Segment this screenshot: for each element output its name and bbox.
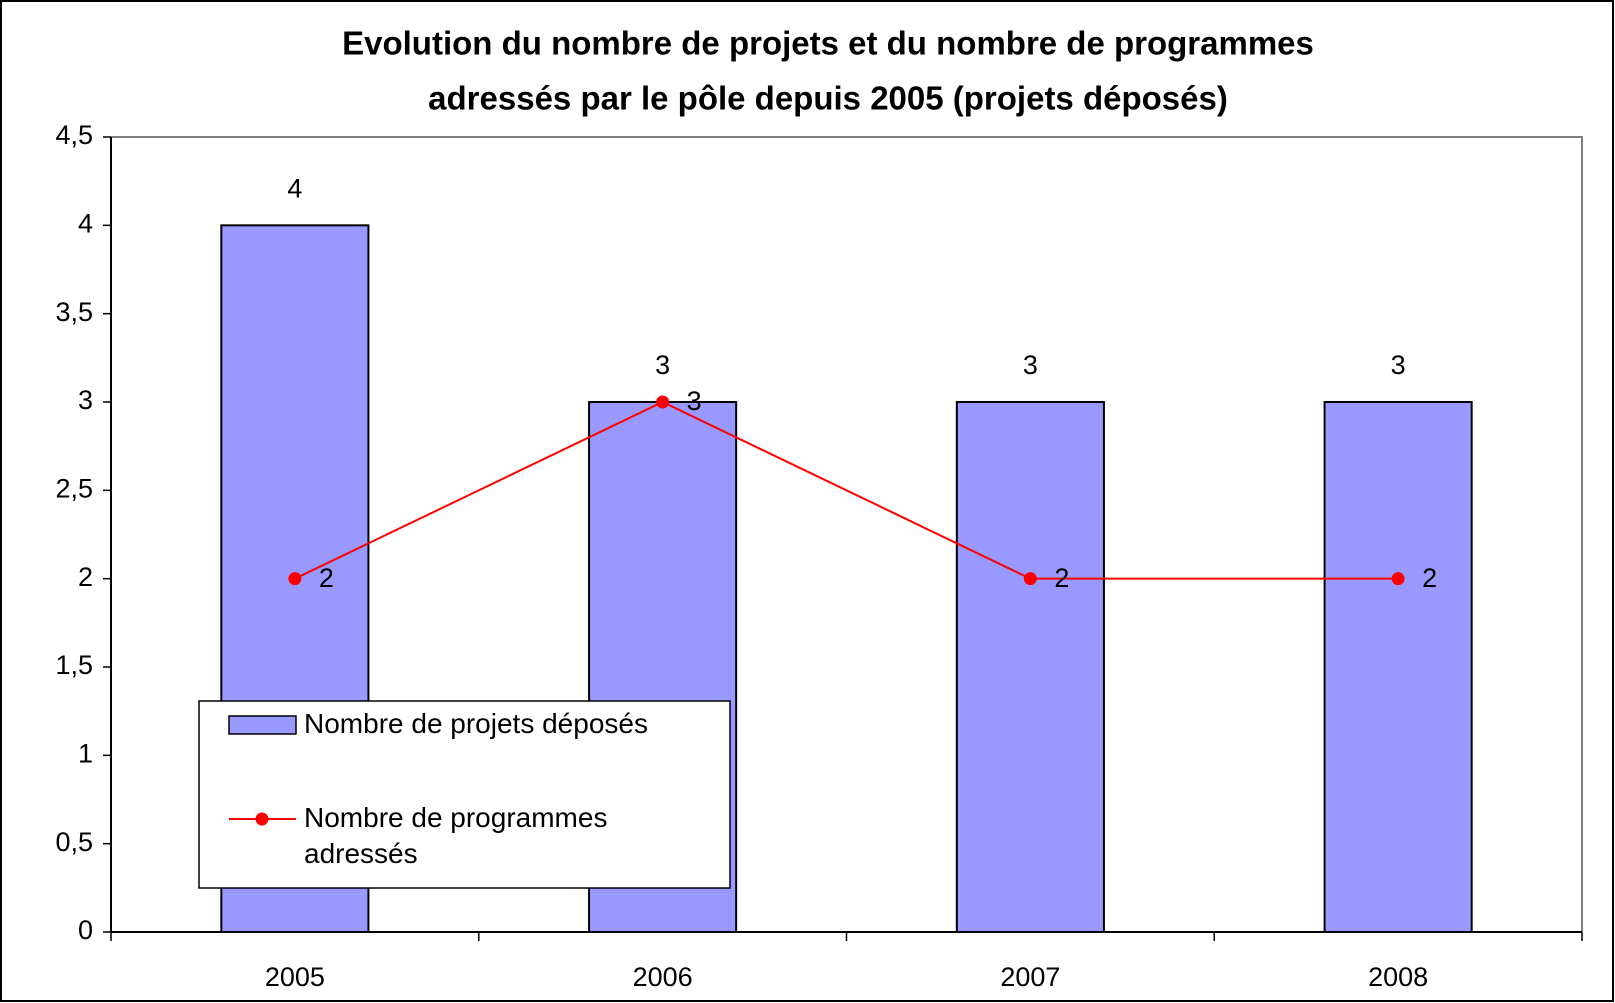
chart-title: adressés par le pôle depuis 2005 (projet…	[428, 80, 1228, 117]
marker	[656, 395, 670, 409]
legend-label: Nombre de projets déposés	[304, 708, 648, 739]
legend-swatch	[255, 812, 269, 826]
y-tick-label: 3	[78, 385, 93, 415]
y-tick-label: 1,5	[55, 650, 93, 680]
y-tick-label: 4,5	[55, 120, 93, 150]
marker	[288, 572, 302, 586]
y-tick-label: 4	[78, 208, 93, 238]
data-label: 3	[687, 386, 702, 416]
data-label: 3	[1023, 350, 1038, 380]
marker	[1023, 572, 1037, 586]
y-tick-label: 2,5	[55, 473, 93, 503]
data-label: 2	[1422, 563, 1437, 593]
data-label: 2	[1054, 563, 1069, 593]
x-tick-label: 2005	[265, 962, 325, 992]
y-tick-label: 0,5	[55, 827, 93, 857]
x-tick-label: 2007	[1000, 962, 1060, 992]
data-label: 4	[287, 173, 302, 203]
bar	[955, 401, 1105, 933]
data-label: 3	[655, 350, 670, 380]
y-tick-label: 2	[78, 562, 93, 592]
legend-entry: Nombre de projets déposés	[304, 708, 648, 739]
y-tick-label: 1	[78, 738, 93, 768]
marker	[1391, 572, 1405, 586]
legend-label: Nombre de programmes adressés	[304, 802, 608, 869]
y-tick-label: 0	[78, 915, 93, 945]
data-label: 2	[319, 563, 334, 593]
y-tick-label: 3,5	[55, 297, 93, 327]
bar	[1323, 401, 1473, 933]
line	[294, 400, 1399, 580]
x-tick-label: 2006	[633, 962, 693, 992]
legend-swatch	[228, 715, 297, 735]
data-label: 3	[1391, 350, 1406, 380]
chart-title: Evolution du nombre de projets et du nom…	[342, 25, 1314, 62]
x-tick-label: 2008	[1368, 962, 1428, 992]
legend-entry: Nombre de programmes adressés	[304, 802, 608, 869]
